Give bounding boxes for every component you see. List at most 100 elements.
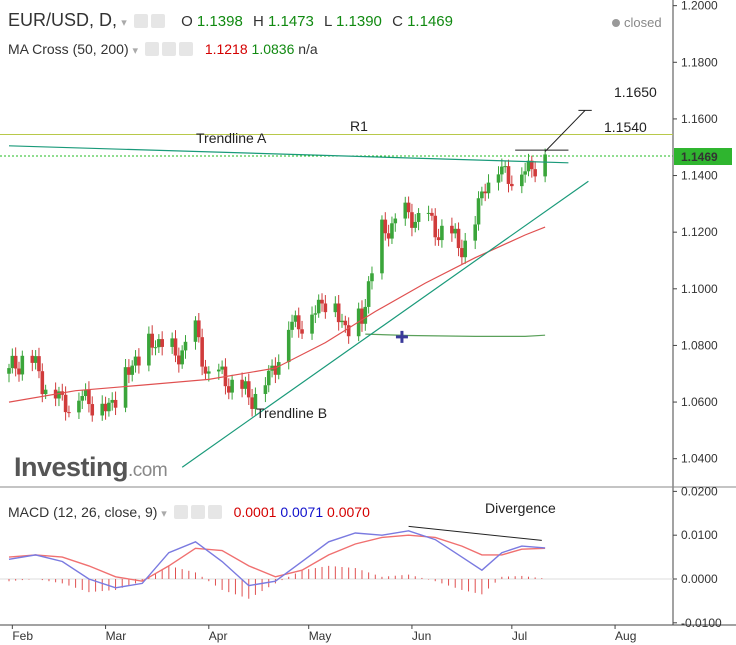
candle-body <box>200 337 204 367</box>
candle-body <box>403 202 408 219</box>
candle-body <box>300 329 304 334</box>
candle-body <box>33 356 38 363</box>
chevron-down-icon[interactable]: ▾ <box>161 508 167 520</box>
candle-body <box>480 191 484 199</box>
time-tick-label: Mar <box>106 629 127 643</box>
price-tick-label: 1.0800 <box>681 338 718 352</box>
macd-tick-label: -0.0100 <box>681 616 722 630</box>
candle-body <box>20 355 25 375</box>
candle-body <box>77 400 81 413</box>
candle-body <box>496 174 501 183</box>
gear-icon[interactable] <box>150 14 165 28</box>
eye-icon[interactable] <box>144 42 159 56</box>
candle-body <box>30 355 35 363</box>
time-tick-label: May <box>309 629 332 643</box>
candle-body <box>486 182 491 194</box>
time-tick-label: Aug <box>615 629 636 643</box>
candle-body <box>80 396 85 401</box>
price-header: EUR/USD, D, ▾ O 1.1398 H 1.1473 L 1.1390… <box>8 10 453 31</box>
trendline-b <box>181 180 589 468</box>
ma200-value: 1.0836 <box>251 41 295 57</box>
candle-body <box>110 399 115 403</box>
candle-body <box>346 325 351 337</box>
eye-icon[interactable] <box>133 14 148 28</box>
close-icon[interactable] <box>207 505 222 519</box>
candle-body <box>440 225 444 241</box>
ma50-line <box>8 226 546 403</box>
close-value: 1.1469 <box>407 13 453 30</box>
candle-body <box>157 339 161 348</box>
ma-label[interactable]: MA Cross (50, 200) <box>8 41 129 57</box>
trendline-a <box>8 145 569 164</box>
chevron-down-icon[interactable]: ▾ <box>132 45 139 57</box>
close-icon[interactable] <box>178 42 193 56</box>
candle-body <box>240 379 244 389</box>
candle-body <box>147 333 151 366</box>
macd-signal-line <box>8 534 546 582</box>
eye-icon[interactable] <box>173 505 188 519</box>
level-1650-pointer <box>544 109 592 152</box>
candle-body <box>57 391 61 399</box>
chevron-down-icon[interactable]: ▾ <box>121 17 127 29</box>
close-label: C <box>392 13 403 30</box>
candle-body <box>500 166 504 175</box>
candle-body <box>530 160 534 170</box>
candle-body <box>393 218 398 224</box>
candle-body <box>87 389 91 405</box>
time-tick-label: Jul <box>512 629 527 643</box>
ma-na-value: n/a <box>298 41 318 57</box>
open-value: 1.1398 <box>196 13 243 30</box>
candle-body <box>183 341 188 351</box>
candle-body <box>90 404 95 416</box>
candle-body <box>473 224 477 241</box>
candle-body <box>193 320 198 342</box>
investing-logo: Investing.com <box>14 452 168 483</box>
macd-tick-label: 0.0100 <box>681 528 718 542</box>
gear-icon[interactable] <box>161 42 176 56</box>
candle-body <box>103 403 108 412</box>
candle-body <box>100 403 105 416</box>
candle-body <box>323 303 328 313</box>
candle-body <box>363 306 368 324</box>
candle-body <box>7 368 11 374</box>
price-tick-label: 1.1800 <box>681 55 718 69</box>
candle-body <box>250 397 254 409</box>
candle-body <box>10 355 15 369</box>
candle-body <box>406 202 411 213</box>
candle-body <box>107 402 111 412</box>
divergence-line <box>408 525 542 541</box>
candle-body <box>266 370 271 386</box>
candle-body <box>296 315 301 330</box>
gear-icon[interactable] <box>190 505 205 519</box>
candle-body <box>216 369 221 372</box>
candle-body <box>13 355 18 369</box>
candle-body <box>526 160 531 172</box>
macd-header: MACD (12, 26, close, 9) ▾ 0.0001 0.0071 … <box>8 504 370 520</box>
macd-label[interactable]: MACD (12, 26, close, 9) <box>8 504 158 520</box>
macd-signal-value: 0.0070 <box>327 504 370 520</box>
candle-body <box>383 219 388 234</box>
market-status: closed <box>612 15 662 30</box>
symbol-title[interactable]: EUR/USD, D, <box>8 10 118 30</box>
status-dot-icon <box>612 19 620 27</box>
candle-body <box>273 365 278 375</box>
open-label: O <box>181 13 193 30</box>
high-label: H <box>252 13 264 30</box>
candle-body <box>170 338 174 347</box>
candle-body <box>133 356 138 366</box>
candle-body <box>83 389 88 397</box>
candle-body <box>413 221 418 228</box>
divergence-label: Divergence <box>485 500 556 516</box>
candle-body <box>243 381 248 389</box>
candle-body <box>230 379 234 393</box>
candle-body <box>366 281 371 307</box>
candle-body <box>40 371 45 395</box>
candle-body <box>426 212 431 214</box>
last-price-tag <box>674 148 732 166</box>
high-value: 1.1473 <box>267 13 314 30</box>
candle-body <box>153 347 158 349</box>
candle-body <box>173 338 178 356</box>
candle-body <box>370 273 374 282</box>
candle-body <box>220 366 224 370</box>
